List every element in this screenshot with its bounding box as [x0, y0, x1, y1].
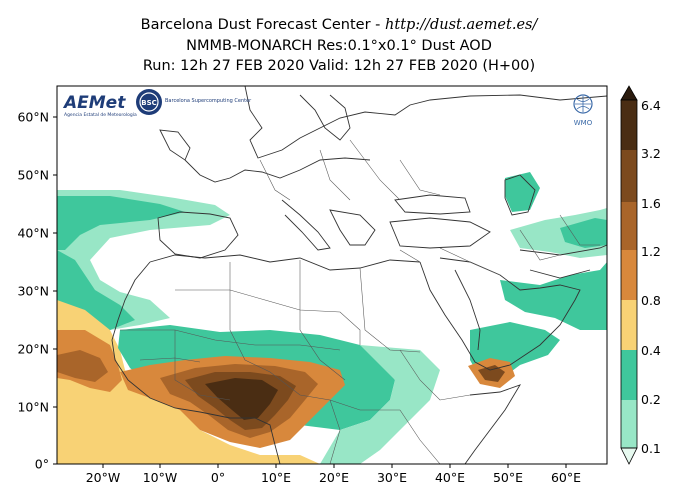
aod-layer-persian-gulf [500, 262, 607, 330]
title-url: http://dust.aemet.es/ [385, 17, 538, 33]
aod-layer-core-darkest [205, 378, 278, 420]
bsc-logo-text: BSC [141, 99, 157, 107]
colorbar-bin [621, 202, 637, 250]
lon-label: 20°E [319, 470, 349, 485]
lon-label: 50°E [493, 470, 523, 485]
lat-label: 40°N [17, 226, 49, 241]
lon-label: 40°E [435, 470, 465, 485]
aemet-logo-subtitle: Agencia Estatal de Meteorología [64, 111, 137, 118]
aod-layer-sahel-light [320, 345, 440, 464]
colorbar-label: 6.4 [641, 98, 661, 113]
colorbar-label: 3.2 [641, 146, 661, 161]
lon-label: 10°W [143, 470, 178, 485]
colorbar: 6.4 3.2 1.6 1.2 0.8 0.4 0.2 0.1 [620, 85, 661, 465]
lon-label: 60°E [551, 470, 581, 485]
colorbar-label: 0.2 [641, 392, 661, 407]
colorbar-label: 0.4 [641, 343, 661, 358]
lat-label: 10°N [17, 400, 49, 415]
colorbar-extend-bottom [620, 447, 638, 465]
colorbar-bin [621, 400, 637, 448]
aod-layer-asia-green [560, 218, 607, 248]
lat-label: 30°N [17, 284, 49, 299]
lon-label: 20°W [86, 470, 121, 485]
lon-label: 30°E [377, 470, 407, 485]
aod-layer-westafrica-brown [57, 350, 108, 382]
bsc-logo: BSC Barcelona Supercomputing Center [136, 89, 252, 115]
lat-label: 50°N [17, 168, 49, 183]
colorbar-bin [621, 250, 637, 300]
coastlines [111, 86, 607, 464]
colorbar-bin [621, 100, 637, 150]
lon-label: 10°E [261, 470, 291, 485]
title-text: Barcelona Dust Forecast Center - [140, 17, 386, 33]
lat-label: 0° [35, 457, 49, 472]
title-line-2: NMMB-MONARCH Res:0.1°x0.1° Dust AOD [186, 38, 492, 54]
bsc-logo-ring [139, 92, 159, 112]
aod-layer-atlantic [57, 196, 185, 250]
latitude-axis: 60°N 50°N 40°N 30°N 20°N 10°N 0° [17, 110, 57, 472]
aemet-logo: AEMet Agencia Estatal de Meteorología [62, 93, 137, 118]
lon-label: 0° [211, 470, 225, 485]
country-borders [120, 139, 600, 464]
dust-field [57, 172, 607, 464]
colorbar-label: 1.2 [641, 244, 661, 259]
wmo-globe-icon [573, 94, 593, 114]
map-frame [56, 85, 608, 465]
lat-label: 60°N [17, 110, 49, 125]
title-line-1: Barcelona Dust Forecast Center - http://… [0, 16, 678, 35]
longitude-axis: 20°W 10°W 0° 10°E 20°E 30°E 40°E 50°E 60… [86, 464, 581, 485]
wmo-logo-text: WMO [574, 119, 593, 127]
colorbar-label: 0.8 [641, 293, 661, 308]
title-line-3: Run: 12h 27 FEB 2020 Valid: 12h 27 FEB 2… [142, 58, 536, 74]
lat-label: 20°N [17, 342, 49, 357]
aemet-logo-text: AEMet [62, 93, 126, 113]
colorbar-label: 0.1 [641, 441, 661, 456]
colorbar-extend-top [620, 85, 638, 101]
bsc-logo-name: Barcelona Supercomputing Center [165, 98, 252, 104]
aod-layer-yemen-brown [478, 365, 505, 382]
wmo-logo: WMO [573, 94, 593, 127]
colorbar-label: 1.6 [641, 196, 661, 211]
colorbar-bin [621, 350, 637, 400]
colorbar-bin [621, 150, 637, 202]
aod-layer-westafrica-yellow [57, 300, 320, 464]
colorbar-frame [620, 99, 638, 449]
colorbar-bin [621, 300, 637, 350]
